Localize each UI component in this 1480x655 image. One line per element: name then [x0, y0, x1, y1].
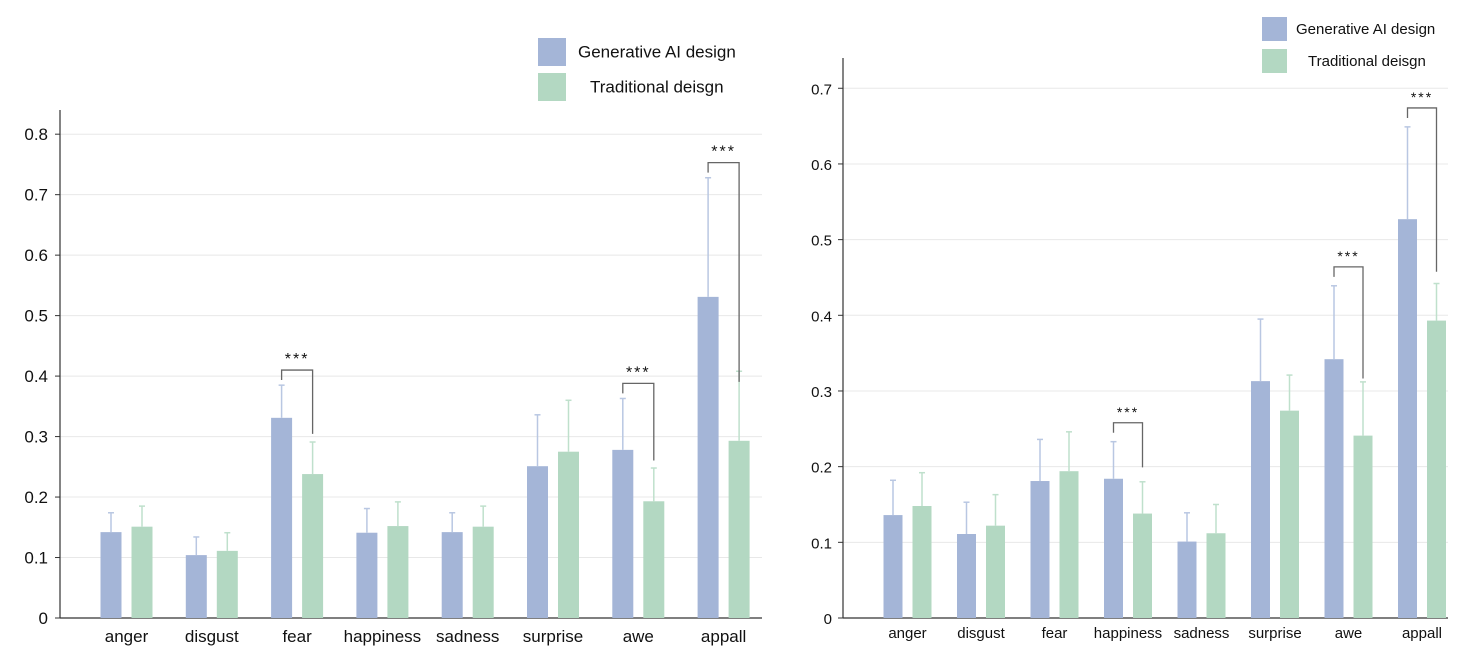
chart-left: 0 0.1 0.2 0.3 0.4 0.5 0.6 0.7 0.8 anger disgust fea…	[0, 0, 1480, 655]
y-tick-label: 0.2	[811, 460, 832, 477]
bar	[643, 501, 664, 618]
bar	[473, 527, 494, 618]
legend-swatch	[1262, 17, 1287, 41]
bar	[1031, 481, 1050, 618]
bar	[612, 450, 633, 618]
bar	[302, 474, 323, 618]
bar	[132, 527, 153, 618]
legend-label: Generative AI design	[578, 43, 736, 62]
significance-label: ***	[285, 351, 310, 368]
y-tick-label: 0.3	[24, 428, 48, 447]
chart-left-group: 0 0.1 0.2 0.3 0.4 0.5 0.6 0.7 0.8 anger disgust fea…	[24, 38, 762, 646]
bar	[442, 532, 463, 618]
y-tick-label: 0.5	[811, 233, 832, 250]
y-tick-label: 0.2	[24, 488, 48, 507]
x-tick-label: happiness	[344, 627, 422, 646]
bar	[913, 506, 932, 618]
bar	[101, 532, 122, 618]
bar	[1398, 219, 1417, 618]
x-tick-label: awe	[623, 627, 654, 646]
y-tick-label: 0.4	[24, 367, 48, 386]
bar	[957, 534, 976, 618]
bar	[387, 526, 408, 618]
bar	[1178, 542, 1197, 618]
bar	[527, 466, 548, 618]
y-tick-label: 0.6	[24, 246, 48, 265]
bar	[1251, 381, 1270, 618]
bar	[1280, 411, 1299, 618]
y-tick-label: 0.6	[811, 157, 832, 174]
chart-right-group: 0 0.1 0.2 0.3 0.4 0.5 0.6 0.7 anger disgust fear ha…	[811, 17, 1448, 642]
x-tick-label: sadness	[436, 627, 499, 646]
legend-swatch	[1262, 49, 1287, 73]
legend-label: Generative AI design	[1296, 21, 1435, 38]
x-tick-label: happiness	[1094, 625, 1162, 642]
significance-label: ***	[1411, 89, 1433, 105]
significance-bracket	[623, 383, 654, 460]
significance-label: ***	[1337, 248, 1359, 264]
y-tick-label: 0.7	[24, 186, 48, 205]
y-tick-label: 0	[824, 611, 832, 628]
legend-label: Traditional deisgn	[590, 78, 724, 97]
bar	[1207, 533, 1226, 618]
x-tick-label: anger	[105, 627, 149, 646]
x-tick-label: fear	[1042, 625, 1068, 642]
bar	[186, 555, 207, 618]
x-tick-label: awe	[1335, 625, 1363, 642]
y-tick-label: 0.8	[24, 125, 48, 144]
bar	[1325, 359, 1344, 618]
bar	[217, 551, 238, 618]
bar	[1354, 436, 1373, 618]
y-tick-label: 0.1	[811, 535, 832, 552]
bar	[1060, 471, 1079, 618]
bar	[986, 526, 1005, 618]
x-tick-label: surprise	[523, 627, 583, 646]
bar	[1427, 321, 1446, 618]
bar	[884, 515, 903, 618]
bar	[729, 441, 750, 618]
bar	[1133, 514, 1152, 618]
bar	[1104, 479, 1123, 618]
bar	[271, 418, 292, 618]
x-tick-label: disgust	[957, 625, 1005, 642]
y-tick-label: 0.4	[811, 308, 832, 325]
legend-swatch	[538, 38, 566, 66]
bar	[698, 297, 719, 618]
y-tick-label: 0.5	[24, 307, 48, 326]
x-tick-label: appall	[701, 627, 746, 646]
bar	[356, 533, 377, 618]
bar	[558, 452, 579, 618]
legend-swatch	[538, 73, 566, 101]
x-tick-label: sadness	[1174, 625, 1230, 642]
figure: 0 0.1 0.2 0.3 0.4 0.5 0.6 0.7 0.8 anger disgust fea…	[0, 0, 1480, 655]
y-tick-label: 0.1	[24, 549, 48, 568]
significance-bracket	[1114, 423, 1143, 468]
significance-label: ***	[1117, 404, 1139, 420]
x-tick-label: fear	[282, 627, 312, 646]
x-tick-label: disgust	[185, 627, 239, 646]
x-tick-label: surprise	[1248, 625, 1301, 642]
significance-label: ***	[711, 144, 736, 161]
legend-label: Traditional deisgn	[1308, 53, 1426, 70]
x-tick-label: anger	[888, 625, 926, 642]
y-tick-label: 0.3	[811, 384, 832, 401]
significance-label: ***	[626, 364, 651, 381]
y-tick-label: 0.7	[811, 81, 832, 98]
y-tick-label: 0	[39, 609, 48, 628]
x-tick-label: appall	[1402, 625, 1442, 642]
